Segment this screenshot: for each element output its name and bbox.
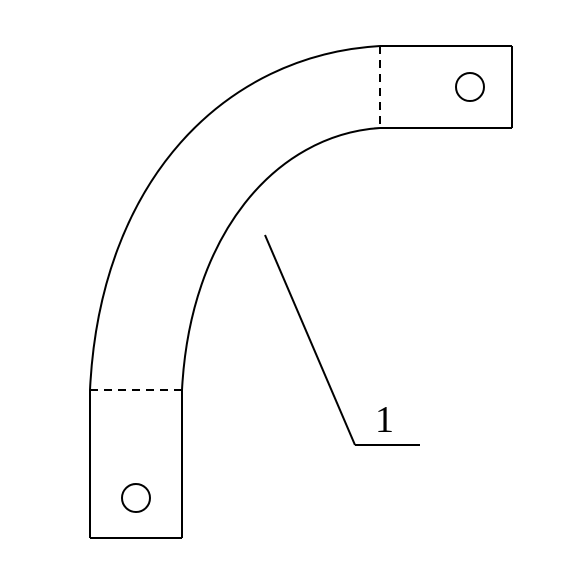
hole-top: [456, 73, 484, 101]
technical-drawing: 1: [0, 0, 566, 567]
bottom-tab: [90, 390, 182, 538]
hole-bottom: [122, 484, 150, 512]
top-tab: [380, 46, 512, 128]
callout-number: 1: [375, 399, 394, 441]
callout-leader: [265, 235, 420, 445]
curved-body: [90, 46, 380, 390]
